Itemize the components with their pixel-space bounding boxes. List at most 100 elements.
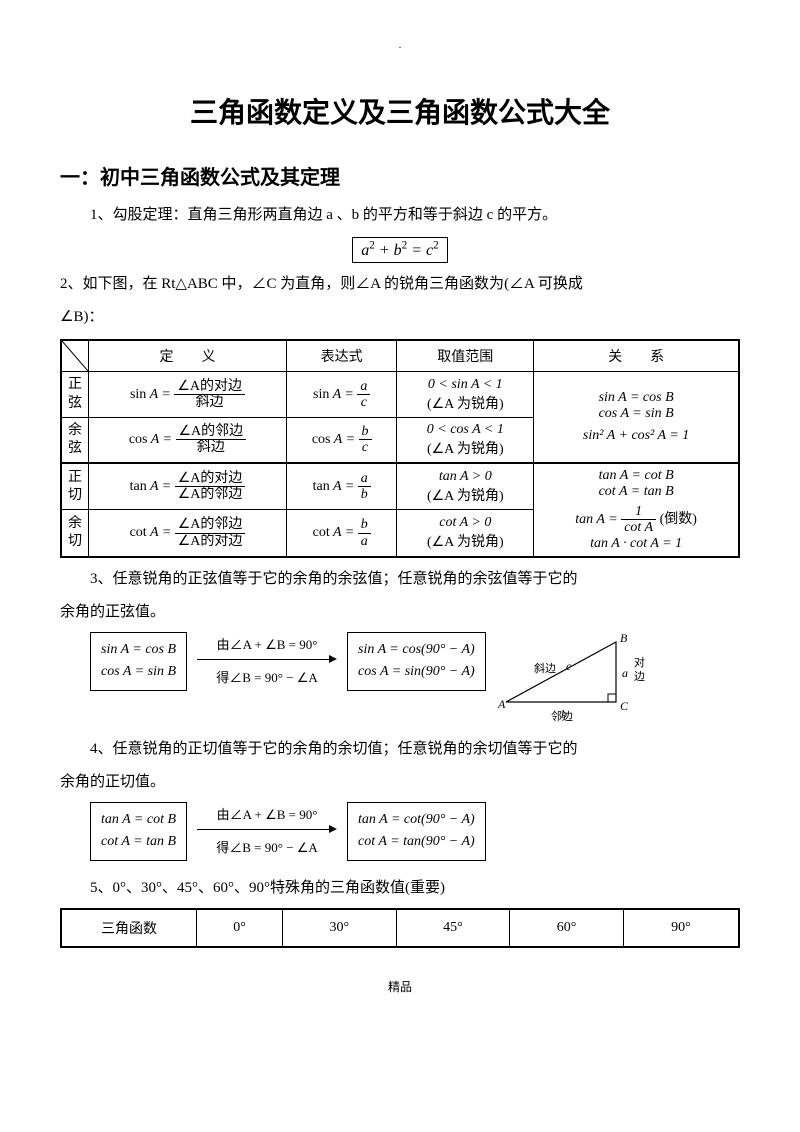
cos-expr: cos A = bc <box>286 417 396 463</box>
tan-num: a <box>358 471 371 487</box>
tan-def-num: ∠A的对边 <box>175 471 246 487</box>
tan-definition: tan A = ∠A的对边∠A的邻边 <box>89 463 287 510</box>
sin-def-den: 斜边 <box>174 395 245 410</box>
svg-text:邻边: 邻边 <box>551 710 573 722</box>
rel-sin2-cos2: sin² A + cos² A = 1 <box>540 428 732 444</box>
angle-45: 45° <box>396 909 510 947</box>
sin-den: c <box>357 395 370 410</box>
box3a-l1: sin A = cos B <box>101 639 176 661</box>
rel-tan-cot-1: tan A · cot A = 1 <box>540 536 732 552</box>
item-5: 5、0°、30°、45°、60°、90°特殊角的三角函数值(重要) <box>60 875 740 902</box>
angle-90: 90° <box>623 909 739 947</box>
box4b-l1: tan A = cot(90° − A) <box>358 809 475 831</box>
cot-range: cot A > 0 (∠A 为锐角) <box>397 510 534 557</box>
pythagoras-formula: a2 + b2 = c2 <box>60 237 740 263</box>
box3a-l2: cos A = sin B <box>101 661 176 683</box>
special-angles-table: 三角函数 0° 30° 45° 60° 90° <box>60 908 740 948</box>
box-3b: sin A = cos(90° − A) cos A = sin(90° − A… <box>347 632 486 691</box>
item-4-diagram-row: tan A = cot B cot A = tan B 由∠A + ∠B = 9… <box>90 802 740 861</box>
arrow4-l1: 由∠A + ∠B = 90° <box>217 804 318 823</box>
angle-30: 30° <box>282 909 396 947</box>
col-range: 取值范围 <box>397 340 534 372</box>
angle-60: 60° <box>510 909 624 947</box>
arrow3-l2: 得∠B = 90° − ∠A <box>216 667 318 686</box>
tan-range-b: (∠A 为锐角) <box>427 489 504 504</box>
item-4b: 余角的正切值。 <box>60 769 740 796</box>
cos-def-num: ∠A的邻边 <box>176 424 247 440</box>
row-cos-name: 余弦 <box>61 417 89 463</box>
col-definition: 定 义 <box>89 340 287 372</box>
cot-range-a: cot A > 0 <box>439 515 491 530</box>
sin-num: a <box>357 379 370 395</box>
cos-def-den: 斜边 <box>176 440 247 455</box>
trig-definitions-table: 定 义 表达式 取值范围 关 系 正弦 sin A = ∠A的对边斜边 sin … <box>60 339 740 558</box>
tan-cot-relation: tan A = cot B cot A = tan B tan A = 1cot… <box>534 463 739 557</box>
right-triangle-diagram: A B C a b c 斜边 对 边 邻边 <box>496 632 646 722</box>
var-b: + b <box>375 242 402 259</box>
diag-header-cell <box>61 340 89 372</box>
col-expression: 表达式 <box>286 340 396 372</box>
cos-den: c <box>359 440 372 455</box>
svg-text:B: B <box>620 632 628 645</box>
svg-text:a: a <box>622 666 628 680</box>
arrow3-l1: 由∠A + ∠B = 90° <box>217 634 318 653</box>
arrow4-l2: 得∠B = 90° − ∠A <box>216 837 318 856</box>
cot-definition: cot A = ∠A的邻边∠A的对边 <box>89 510 287 557</box>
cot-num: b <box>358 517 371 533</box>
tan-den: b <box>358 487 371 502</box>
item-3-diagram-row: sin A = cos B cos A = sin B 由∠A + ∠B = 9… <box>90 632 740 722</box>
box4a-l2: cot A = tan B <box>101 831 176 853</box>
angles-label: 三角函数 <box>61 909 197 947</box>
sin-expr: sin A = ac <box>286 372 396 417</box>
svg-text:C: C <box>620 699 629 713</box>
row-cot-name: 余切 <box>61 510 89 557</box>
row-sin-name: 正弦 <box>61 372 89 417</box>
sin-definition: sin A = ∠A的对边斜边 <box>89 372 287 417</box>
sin-def-num: ∠A的对边 <box>174 379 245 395</box>
box3b-l2: cos A = sin(90° − A) <box>358 661 475 683</box>
cot-range-b: (∠A 为锐角) <box>427 535 504 550</box>
cos-definition: cos A = ∠A的邻边斜边 <box>89 417 287 463</box>
cot-expr: cot A = ba <box>286 510 396 557</box>
arrow-4: 由∠A + ∠B = 90° 得∠B = 90° − ∠A <box>197 802 337 856</box>
item-4: 4、任意锐角的正切值等于它的余角的余切值；任意锐角的余切值等于它的 <box>60 736 740 763</box>
rel-cosA-sinB: cos A = sin B <box>540 406 732 422</box>
item-1: 1、勾股定理：直角三角形两直角边 a 、b 的平方和等于斜边 c 的平方。 <box>60 202 740 229</box>
tan-range-a: tan A > 0 <box>439 469 492 484</box>
box-4a: tan A = cot B cot A = tan B <box>90 802 187 861</box>
section-1-heading: 一：初中三角函数公式及其定理 <box>60 161 740 190</box>
sin-range: 0 < sin A < 1 (∠A 为锐角) <box>397 372 534 417</box>
tan-expr: tan A = ab <box>286 463 396 510</box>
rel-tan-frac-den: cot A <box>621 520 656 535</box>
svg-text:c: c <box>566 659 572 673</box>
arrow-3: 由∠A + ∠B = 90° 得∠B = 90° − ∠A <box>197 632 337 686</box>
box4a-l1: tan A = cot B <box>101 809 176 831</box>
header-dot: . <box>60 40 740 51</box>
svg-text:对: 对 <box>634 655 645 669</box>
rel-tan-frac-pre: tan A = <box>575 512 617 527</box>
tan-range: tan A > 0 (∠A 为锐角) <box>397 463 534 510</box>
cos-num: b <box>359 424 372 440</box>
item-3: 3、任意锐角的正弦值等于它的余角的余弦值；任意锐角的余弦值等于它的 <box>60 566 740 593</box>
rel-cotA-tanB: cot A = tan B <box>540 484 732 500</box>
item-2b: ∠B)： <box>60 304 740 331</box>
box-4b: tan A = cot(90° − A) cot A = tan(90° − A… <box>347 802 486 861</box>
page-footer: 精品 <box>60 978 740 995</box>
sin-cos-relation: sin A = cos B cos A = sin B sin² A + cos… <box>534 372 739 463</box>
var-c: = c <box>407 242 433 259</box>
cos-range-b: (∠A 为锐角) <box>427 442 504 457</box>
page-title: 三角函数定义及三角函数公式大全 <box>60 91 740 131</box>
cot-def-num: ∠A的邻边 <box>175 517 246 533</box>
box3b-l1: sin A = cos(90° − A) <box>358 639 475 661</box>
rel-sinA-cosB: sin A = cos B <box>540 390 732 406</box>
item-2a: 2、如下图，在 Rt△ABC 中，∠C 为直角，则∠A 的锐角三角函数为(∠A … <box>60 271 740 298</box>
svg-text:边: 边 <box>634 670 645 683</box>
box-3a: sin A = cos B cos A = sin B <box>90 632 187 691</box>
tan-def-den: ∠A的邻边 <box>175 487 246 502</box>
col-relation: 关 系 <box>534 340 739 372</box>
svg-text:斜边: 斜边 <box>534 662 556 675</box>
rel-tan-frac-post: (倒数) <box>660 512 697 527</box>
cos-range-a: 0 < cos A < 1 <box>427 422 504 437</box>
cot-def-den: ∠A的对边 <box>175 534 246 549</box>
sin-range-a: 0 < sin A < 1 <box>428 377 503 392</box>
